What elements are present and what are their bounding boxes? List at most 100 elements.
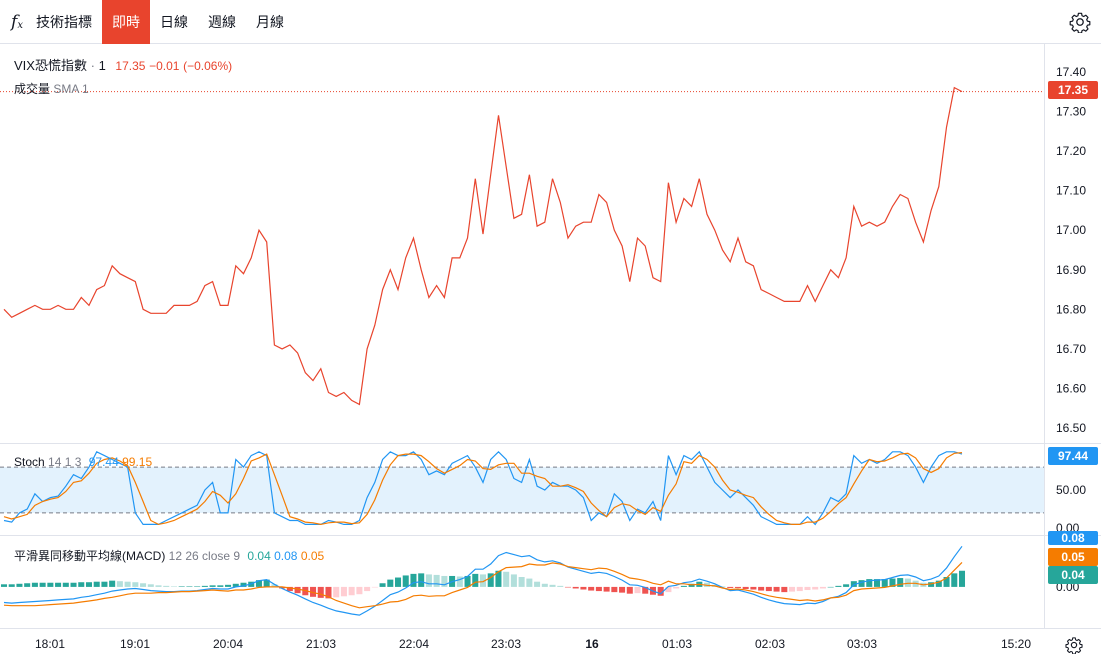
macd-histogram-bar: [557, 585, 564, 587]
macd-histogram-bar: [333, 586, 340, 598]
macd-histogram-bar: [441, 575, 448, 587]
macd-signal-line: [3, 561, 963, 609]
macd-histogram-bar: [479, 574, 487, 587]
macd-histogram-bar: [356, 586, 363, 595]
last-price: 17.35: [115, 59, 146, 73]
macd-histogram-bar: [0, 584, 8, 587]
macd-histogram-bar: [194, 586, 201, 587]
signal-line-tag: 0.05: [1048, 548, 1098, 566]
time-axis[interactable]: 18:01 19:01 20:04 21:03 22:04 23:03 16 01:03 02:…: [35, 637, 1031, 651]
stoch-legend: Stoch 14 1 3 97.44 99.15: [14, 455, 152, 469]
macd-histogram-bar: [62, 582, 69, 587]
macd-histogram-bar: [116, 581, 123, 587]
macd-histogram-bar: [765, 586, 772, 592]
macd-histogram-bar: [588, 586, 595, 591]
price-axis[interactable]: 17.40 17.30 17.20 17.10 17.00 16.90 16.80 16.70…: [1056, 65, 1086, 594]
macd-histogram-bar: [294, 586, 301, 594]
macd-histogram-bar: [572, 586, 579, 589]
stoch-tick-label: 50.00: [1056, 483, 1086, 497]
time-tick-label: 03:03: [847, 637, 877, 651]
time-tick-label: 15:20: [1001, 637, 1031, 651]
macd-histogram-bar: [626, 586, 633, 594]
macd-histogram-bar: [518, 577, 525, 587]
price-tick-label: 16.70: [1056, 342, 1086, 356]
macd-histogram-bar: [124, 581, 131, 587]
macd-histogram-bar: [503, 571, 510, 587]
macd-histogram-bar: [425, 574, 432, 587]
macd-histogram-bar: [340, 586, 347, 597]
macd-histogram-bar: [541, 583, 548, 587]
axis-settings-icon[interactable]: [1065, 636, 1083, 654]
stoch-d-line: [3, 452, 963, 526]
macd-histogram-bar: [240, 582, 247, 587]
macd-histogram-bar: [773, 586, 780, 592]
price-pane[interactable]: [0, 86, 1044, 406]
macd-histogram-bar: [595, 586, 602, 592]
macd-histogram-bar: [402, 575, 409, 587]
stoch-band-fill: [0, 467, 1044, 513]
macd-histogram-bar: [186, 586, 193, 587]
histogram-tag: 0.04: [1048, 566, 1098, 584]
stoch-k-value: 97.44: [88, 455, 119, 469]
macd-histogram-bar: [487, 573, 494, 587]
macd-histogram-bar: [742, 586, 749, 589]
macd-histogram-bar: [719, 586, 726, 587]
timeframe-weekly-button[interactable]: 週線: [208, 13, 236, 30]
macd-histogram-bar: [178, 586, 185, 587]
macd-pane[interactable]: [0, 545, 966, 616]
macd-histogram-bar: [619, 586, 626, 593]
macd-histogram-bar: [843, 584, 850, 587]
macd-histogram-bar: [8, 584, 15, 587]
macd-line-tag: 0.08: [1048, 531, 1098, 545]
macd-histogram-bar: [132, 582, 139, 587]
stoch-k-line: [3, 450, 963, 526]
macd-histogram-bar: [889, 578, 896, 587]
macd-histogram-bar: [827, 586, 834, 588]
macd-legend: 平滑異同移動平均線(MACD) 12 26 close 9 0.04 0.08 …: [14, 547, 324, 564]
macd-histogram-bar: [881, 579, 888, 587]
stoch-pane[interactable]: [3, 450, 963, 526]
time-tick-label: 23:03: [491, 637, 521, 651]
gear-icon[interactable]: [1069, 11, 1091, 33]
macd-histogram-bar: [812, 586, 819, 590]
macd-histogram-bar: [170, 586, 177, 587]
price-change: −0.01: [149, 59, 180, 73]
macd-histogram-bar: [835, 585, 842, 587]
price-tick-label: 16.90: [1056, 263, 1086, 277]
time-tick-label: 01:03: [662, 637, 692, 651]
macd-histogram-bar: [510, 574, 517, 587]
last-price-tag: 17.35: [1048, 81, 1098, 99]
volume-legend: 成交量 SMA 1: [14, 80, 89, 97]
macd-histogram-bar: [232, 583, 239, 587]
macd-histogram-bar: [255, 580, 262, 587]
timeframe-daily-button[interactable]: 日線: [160, 13, 188, 30]
timeframe-intraday-button[interactable]: 即時: [102, 0, 150, 44]
macd-histogram-bar: [325, 586, 332, 599]
price-tick-label: 17.40: [1056, 65, 1086, 79]
macd-histogram-bar: [495, 570, 502, 587]
indicators-button[interactable]: 技術指標: [36, 13, 92, 30]
macd-histogram-bar: [750, 586, 757, 590]
price-tick-label: 16.50: [1056, 421, 1086, 435]
volume-sma-label: SMA 1: [53, 82, 89, 96]
macd-histogram-bar: [866, 579, 873, 587]
macd-histogram-bar: [16, 583, 23, 587]
macd-histogram-bar: [387, 579, 394, 587]
macd-line-value: 0.08: [274, 549, 298, 563]
price-legend: VIX恐慌指數 · 1 17.35 −0.01 (−0.06%): [14, 55, 232, 74]
macd-histogram-bar: [371, 586, 378, 588]
macd-histogram-bar: [201, 585, 208, 587]
macd-histogram-bar: [850, 581, 857, 587]
macd-params: 12 26 close 9: [168, 549, 241, 563]
time-tick-label: 02:03: [755, 637, 785, 651]
macd-histogram-bar: [657, 586, 664, 596]
price-tick-label: 17.00: [1056, 223, 1086, 237]
macd-histogram-bar: [549, 584, 556, 587]
stoch-label: Stoch: [14, 455, 45, 469]
chart-canvas[interactable]: 17.40 17.30 17.20 17.10 17.00 16.90 16.80 16.70…: [0, 44, 1101, 659]
legend-separator: ·: [90, 58, 95, 73]
macd-histogram-bar: [680, 585, 687, 587]
timeframe-monthly-button[interactable]: 月線: [256, 13, 284, 30]
